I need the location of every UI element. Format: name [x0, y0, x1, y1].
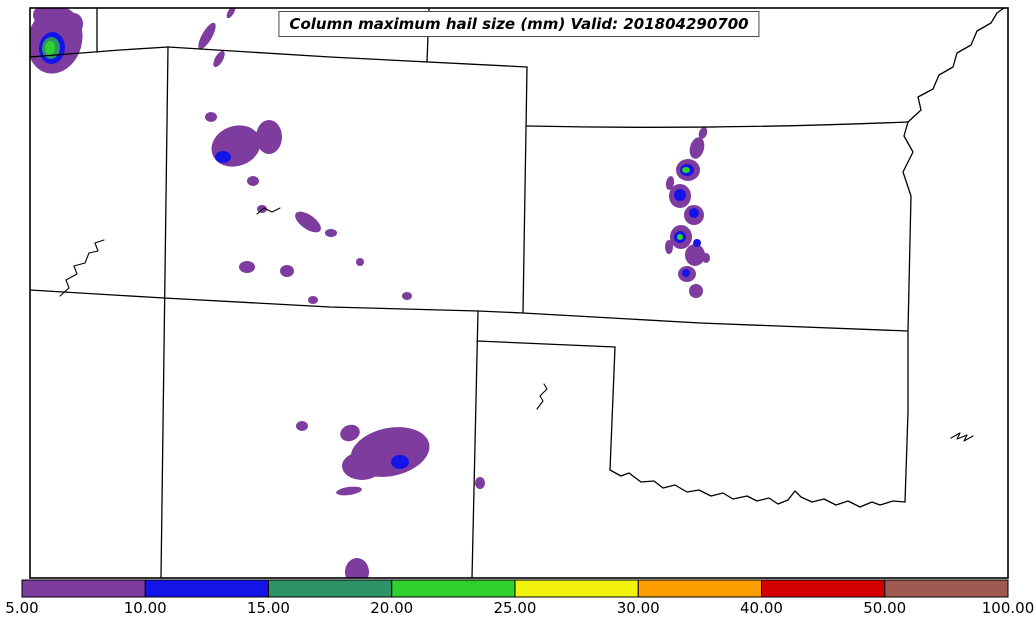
colorbar-segment: [21, 579, 146, 598]
hail-cell: [689, 137, 705, 159]
hail-cell: [391, 455, 409, 469]
colorbar-segment: [761, 579, 886, 598]
plot-title-box: Column maximum hail size (mm) Valid: 201…: [278, 11, 760, 37]
hail-cell: [402, 292, 412, 300]
hail-cell: [215, 151, 231, 163]
colorbar-tick-label: 20.00: [370, 599, 413, 617]
lake-powell-river: [59, 239, 105, 297]
hail-cell: [665, 240, 673, 254]
hail-cell: [325, 229, 337, 237]
hail-cell: [677, 234, 683, 240]
border-tx-ok-100w: [609, 346, 616, 471]
hail-cell: [698, 127, 708, 139]
tx-panhandle-river: [536, 383, 548, 410]
hail-cell: [239, 261, 255, 273]
water-features: [59, 207, 974, 442]
border-ks-mo: [902, 121, 914, 332]
colorbar-tick-label: 50.00: [863, 599, 906, 617]
hail-cell: [475, 477, 485, 489]
colorbar-segment: [637, 579, 762, 598]
hail-cell: [689, 208, 699, 218]
border-nm-tx-east: [471, 310, 479, 578]
colorbar-tick-label: 25.00: [494, 599, 537, 617]
hail-cell: [685, 244, 705, 266]
hail-cell: [33, 8, 57, 25]
border-41n-wy-co: [30, 46, 528, 68]
colorbar-segment: [514, 579, 639, 598]
border-red-river: [609, 469, 906, 508]
colorbar-tick-label: 5.00: [5, 599, 38, 617]
hail-cell: [280, 265, 294, 277]
hail-cell: [205, 112, 217, 122]
hail-cell: [674, 189, 686, 201]
hail-cell: [665, 176, 675, 190]
colorado-small-river: [256, 207, 281, 215]
hail-cell: [256, 120, 282, 154]
border-ok-panhandle-south: [476, 340, 616, 348]
state-borders: [30, 8, 1005, 578]
hail-cell: [356, 258, 364, 266]
border-utaz-conm-west: [160, 46, 169, 578]
colorbar-segment: [144, 579, 269, 598]
colorbar-labels: 5.00 10.00 15.00 20.00 25.00 30.00 40.00 50.00 1…: [5, 599, 1034, 617]
hail-cell: [693, 239, 701, 247]
border-ok-east: [904, 331, 909, 503]
border-40n-ks-ne: [526, 121, 909, 128]
hail-cell: [336, 486, 362, 496]
hail-cells-layer: [30, 8, 710, 578]
colorbar: [21, 579, 1009, 598]
hail-cell: [44, 41, 56, 55]
hail-cell: [345, 558, 369, 578]
arkansas-small-river: [950, 432, 974, 442]
border-co-ks-east: [522, 66, 528, 314]
hail-cell: [213, 50, 225, 68]
hail-cell: [689, 284, 703, 298]
colorbar-tick-label: 10.00: [124, 599, 167, 617]
hail-cell: [702, 253, 710, 263]
colorbar-tick-label: 30.00: [617, 599, 660, 617]
border-missouri-river: [907, 8, 1005, 123]
colorbar-segment: [391, 579, 516, 598]
hail-cell: [65, 13, 83, 35]
hail-cell: [247, 176, 259, 186]
hail-cell: [211, 125, 261, 167]
hail-cell: [295, 211, 321, 233]
hail-cell: [226, 8, 236, 19]
hail-cell: [340, 424, 360, 442]
colorbar-tick-label: 40.00: [740, 599, 783, 617]
hail-cell: [682, 167, 690, 173]
border-37n: [30, 289, 909, 332]
colorbar-tick-label: 100.00: [982, 599, 1035, 617]
colorbar-tick-label: 15.00: [247, 599, 290, 617]
plot-title: Column maximum hail size (mm) Valid: 201…: [289, 15, 749, 33]
hail-cell: [342, 452, 382, 480]
colorbar-segment: [884, 579, 1009, 598]
hail-cell: [296, 421, 308, 431]
map-frame: [29, 7, 1009, 579]
hail-cell: [198, 22, 216, 50]
hail-cell: [682, 269, 690, 277]
colorbar-segment: [268, 579, 393, 598]
hail-cell: [308, 296, 318, 304]
